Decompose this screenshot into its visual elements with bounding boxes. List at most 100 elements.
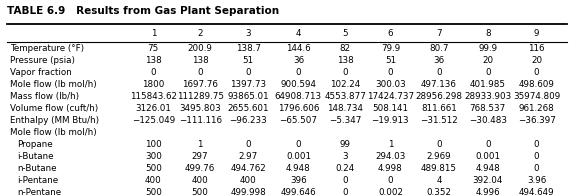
Text: 80.7: 80.7 <box>429 44 449 53</box>
Text: 9: 9 <box>534 29 540 38</box>
Text: 99.9: 99.9 <box>478 44 497 53</box>
Text: 64908.713: 64908.713 <box>275 92 322 101</box>
Text: 0: 0 <box>534 152 540 161</box>
Text: Volume flow (cuft/h): Volume flow (cuft/h) <box>10 104 98 113</box>
Text: −30.483: −30.483 <box>469 116 507 125</box>
Text: 0: 0 <box>245 140 251 149</box>
Text: 0: 0 <box>343 188 348 196</box>
Text: 2655.601: 2655.601 <box>227 104 269 113</box>
Text: 0.352: 0.352 <box>426 188 451 196</box>
Text: 499.646: 499.646 <box>281 188 316 196</box>
Text: 1397.73: 1397.73 <box>230 80 266 89</box>
Text: Vapor fraction: Vapor fraction <box>10 68 72 77</box>
Text: 138: 138 <box>145 56 162 65</box>
Text: 0: 0 <box>436 68 442 77</box>
Text: 0: 0 <box>150 68 156 77</box>
Text: 0: 0 <box>387 176 393 185</box>
Text: n-Pentane: n-Pentane <box>17 188 61 196</box>
Text: 200.9: 200.9 <box>188 44 212 53</box>
Text: 0: 0 <box>343 68 348 77</box>
Text: 28933.903: 28933.903 <box>464 92 511 101</box>
Text: 0: 0 <box>245 68 251 77</box>
Text: 111289.75: 111289.75 <box>177 92 224 101</box>
Text: 115843.62: 115843.62 <box>130 92 177 101</box>
Text: −5.347: −5.347 <box>329 116 362 125</box>
Text: 300.03: 300.03 <box>375 80 406 89</box>
Text: 400: 400 <box>145 176 162 185</box>
Text: 4.948: 4.948 <box>475 164 500 173</box>
Text: 138: 138 <box>337 56 354 65</box>
Text: 28956.298: 28956.298 <box>416 92 463 101</box>
Text: 100: 100 <box>145 140 162 149</box>
Text: i-Butane: i-Butane <box>17 152 54 161</box>
Text: 0: 0 <box>534 140 540 149</box>
Text: 1: 1 <box>197 140 203 149</box>
Text: 20: 20 <box>531 56 542 65</box>
Text: 0: 0 <box>296 68 301 77</box>
Text: 4: 4 <box>296 29 301 38</box>
Text: 2.969: 2.969 <box>426 152 451 161</box>
Text: 6: 6 <box>387 29 393 38</box>
Text: 392.04: 392.04 <box>472 176 503 185</box>
Text: 0.001: 0.001 <box>475 152 501 161</box>
Text: 7: 7 <box>436 29 442 38</box>
Text: 0.001: 0.001 <box>286 152 311 161</box>
Text: 75: 75 <box>148 44 159 53</box>
Text: 508.141: 508.141 <box>373 104 408 113</box>
Text: 0: 0 <box>534 164 540 173</box>
Text: 3.96: 3.96 <box>527 176 546 185</box>
Text: 4: 4 <box>436 176 442 185</box>
Text: 297: 297 <box>192 152 208 161</box>
Text: 498.609: 498.609 <box>519 80 554 89</box>
Text: 99: 99 <box>340 140 351 149</box>
Text: −31.512: −31.512 <box>420 116 458 125</box>
Text: 3: 3 <box>245 29 251 38</box>
Text: 8: 8 <box>485 29 491 38</box>
Text: 400: 400 <box>192 176 208 185</box>
Text: 961.268: 961.268 <box>519 104 554 113</box>
Text: 3126.01: 3126.01 <box>135 104 171 113</box>
Text: 138.7: 138.7 <box>236 44 261 53</box>
Text: 500: 500 <box>192 188 208 196</box>
Text: 300: 300 <box>145 152 162 161</box>
Text: 494.762: 494.762 <box>230 164 266 173</box>
Text: Mole flow (lb mol/h): Mole flow (lb mol/h) <box>10 80 96 89</box>
Text: 396: 396 <box>290 176 307 185</box>
Text: 0: 0 <box>436 140 442 149</box>
Text: 5: 5 <box>343 29 348 38</box>
Text: 0: 0 <box>197 68 203 77</box>
Text: 499.998: 499.998 <box>230 188 266 196</box>
Text: 768.537: 768.537 <box>470 104 506 113</box>
Text: 497.136: 497.136 <box>421 80 457 89</box>
Text: 51: 51 <box>243 56 254 65</box>
Text: TABLE 6.9   Results from Gas Plant Separation: TABLE 6.9 Results from Gas Plant Separat… <box>7 6 279 16</box>
Text: 0: 0 <box>387 68 393 77</box>
Text: 900.594: 900.594 <box>281 80 316 89</box>
Text: 0: 0 <box>343 176 348 185</box>
Text: 4553.877: 4553.877 <box>324 92 366 101</box>
Text: 0: 0 <box>296 140 301 149</box>
Text: −125.049: −125.049 <box>131 116 175 125</box>
Text: 0.24: 0.24 <box>336 164 355 173</box>
Text: 0.002: 0.002 <box>378 188 403 196</box>
Text: 116: 116 <box>529 44 545 53</box>
Text: 1: 1 <box>387 140 393 149</box>
Text: 1697.76: 1697.76 <box>182 80 218 89</box>
Text: 82: 82 <box>340 44 351 53</box>
Text: Enthalpy (MM Btu/h): Enthalpy (MM Btu/h) <box>10 116 99 125</box>
Text: 20: 20 <box>482 56 493 65</box>
Text: 144.6: 144.6 <box>286 44 311 53</box>
Text: −36.397: −36.397 <box>518 116 556 125</box>
Text: 2.97: 2.97 <box>239 152 258 161</box>
Text: 35974.809: 35974.809 <box>513 92 560 101</box>
Text: 138: 138 <box>192 56 208 65</box>
Text: 79.9: 79.9 <box>381 44 400 53</box>
Text: 0: 0 <box>485 68 491 77</box>
Text: 294.03: 294.03 <box>375 152 406 161</box>
Text: 4.948: 4.948 <box>286 164 311 173</box>
Text: −111.116: −111.116 <box>179 116 222 125</box>
Text: n-Butane: n-Butane <box>17 164 57 173</box>
Text: Temperature (°F): Temperature (°F) <box>10 44 84 53</box>
Text: 51: 51 <box>385 56 396 65</box>
Text: 36: 36 <box>293 56 304 65</box>
